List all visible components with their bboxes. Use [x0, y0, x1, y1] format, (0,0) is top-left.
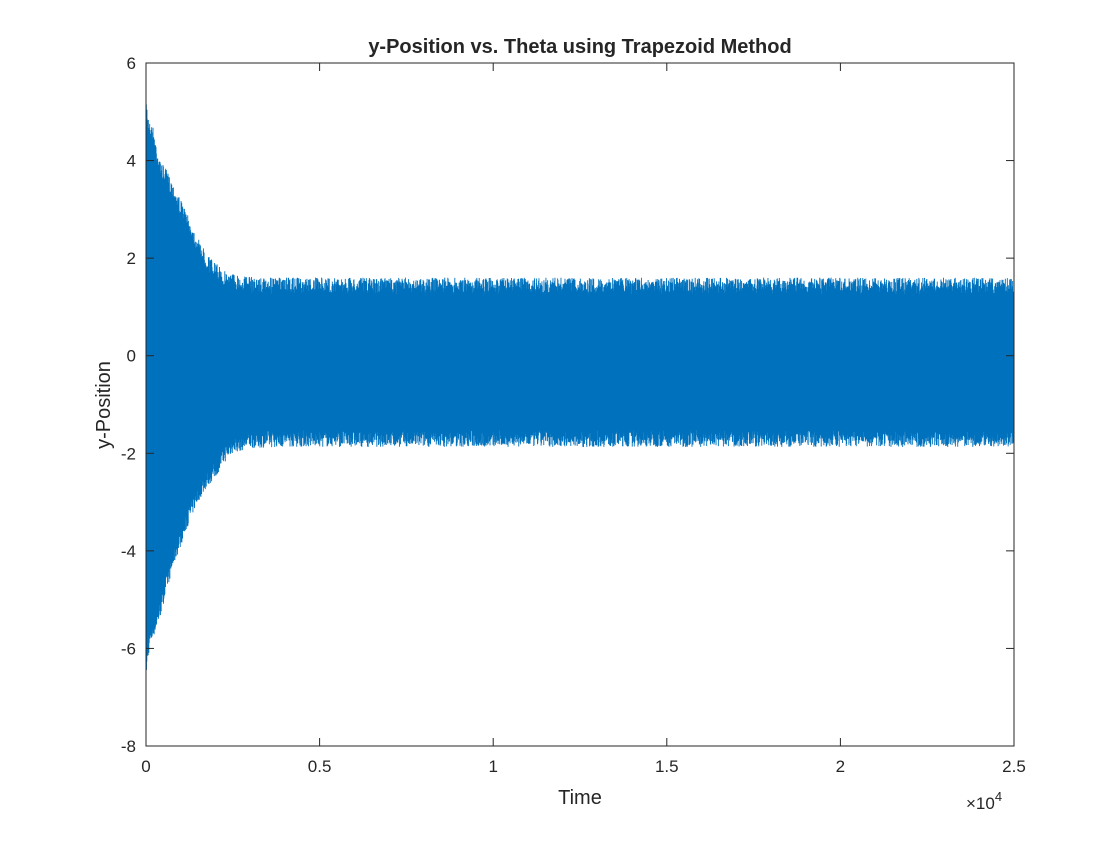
y-tick-label: -6 — [121, 639, 136, 658]
y-tick-label: 6 — [127, 54, 136, 73]
x-axis-exponent-base: ×10 — [966, 794, 995, 813]
x-axis-label: Time — [558, 787, 602, 809]
ticks-layer: 0 0.5 1 1.5 2 2.5 -8 -6 -4 -2 0 2 4 6 — [121, 54, 1026, 776]
y-tick-label: -2 — [121, 444, 136, 463]
y-tick-label: 0 — [127, 347, 136, 366]
x-axis-exponent-power: 4 — [995, 789, 1002, 804]
series-line — [145, 97, 1015, 670]
y-tick-label: 2 — [127, 249, 136, 268]
x-tick-label: 0 — [141, 757, 150, 776]
axes-box — [145, 62, 1015, 747]
x-tick-label: 1 — [488, 757, 497, 776]
y-axis-label: y-Position — [93, 361, 115, 449]
x-tick-label: 2.5 — [1002, 757, 1026, 776]
y-tick-label: 4 — [127, 152, 136, 171]
x-tick-label: 2 — [836, 757, 845, 776]
x-tick-label: 1.5 — [655, 757, 679, 776]
series-layer — [145, 97, 1015, 670]
chart-title: y-Position vs. Theta using Trapezoid Met… — [368, 36, 791, 58]
x-axis-exponent: ×104 — [966, 789, 1002, 813]
y-tick-label: -8 — [121, 737, 136, 756]
x-tick-label: 0.5 — [308, 757, 332, 776]
y-tick-label: -4 — [121, 542, 136, 561]
